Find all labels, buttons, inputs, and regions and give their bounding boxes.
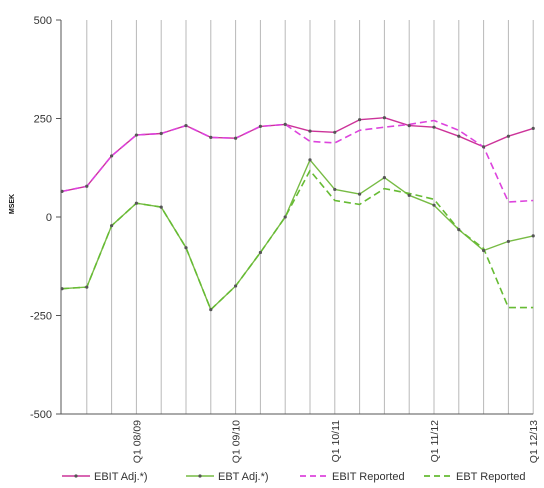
- series-1-point: [432, 125, 436, 129]
- series-2-point: [258, 250, 262, 255]
- series-1-point: [258, 124, 262, 128]
- series-2-point: [283, 215, 287, 219]
- series-line-3: [61, 119, 534, 203]
- series-2-point: [234, 284, 238, 288]
- series-1-point: [134, 133, 138, 137]
- y-tick-label: 0: [46, 212, 52, 224]
- x-tick-label: Q1 10/11: [330, 420, 342, 463]
- series-2-point: [209, 307, 213, 312]
- series-2-point: [308, 158, 312, 162]
- series-1-point: [382, 116, 386, 120]
- series-2-point: [134, 201, 138, 205]
- series-1-point: [407, 123, 411, 128]
- series-1-point: [184, 123, 188, 128]
- series-1-point: [110, 154, 114, 158]
- x-tick-label: Q1 11/12: [429, 420, 441, 463]
- legend-label-4: EBT Reported: [456, 471, 526, 483]
- series-1-point: [159, 131, 163, 136]
- series-1-point: [506, 134, 510, 138]
- series-1-point: [457, 134, 461, 138]
- legend-marker-1: [74, 474, 78, 478]
- legend-label-1: EBIT Adj.*): [94, 471, 148, 483]
- series-2-point: [333, 187, 337, 192]
- series-2-point: [159, 205, 163, 209]
- series-1-point: [60, 189, 64, 193]
- series-2-point: [382, 176, 386, 180]
- series-2-point: [110, 224, 114, 228]
- series-1-point: [234, 136, 238, 140]
- y-tick-label: -500: [30, 409, 52, 421]
- y-tick-labels: 500 250 0 -250 -500: [30, 15, 52, 421]
- series-2-point: [85, 285, 89, 289]
- legend-label-2: EBT Adj.*): [218, 471, 269, 483]
- series-2-point: [482, 248, 486, 253]
- series-1-point: [358, 118, 362, 122]
- series-2-point: [531, 234, 535, 238]
- y-tick-label: 500: [34, 15, 52, 27]
- x-tick-labels: Q1 08/09 Q1 09/10 Q1 10/11 Q1 11/12 Q1 12/13: [131, 420, 540, 463]
- series-2-point: [60, 287, 64, 291]
- axes: [56, 19, 534, 415]
- series-1-point: [531, 126, 535, 130]
- series-2-point: [506, 239, 510, 244]
- series-1-point: [482, 145, 486, 149]
- series-1-point: [283, 122, 287, 127]
- x-tick-label: Q1 09/10: [231, 420, 243, 463]
- y-tick-label: -250: [30, 311, 52, 323]
- series-markers: [60, 116, 535, 312]
- x-tick-label: Q1 08/09: [131, 420, 143, 463]
- legend: EBIT Adj.*) EBT Adj.*) EBIT Reported EBT Re…: [62, 471, 526, 483]
- series-line-4: [61, 169, 534, 311]
- series-line-2: [61, 159, 534, 311]
- series-2-point: [184, 246, 188, 250]
- series-line-1: [61, 116, 534, 193]
- series-1-point: [85, 184, 89, 188]
- series-2-point: [407, 193, 411, 197]
- y-tick-label: 250: [34, 114, 52, 126]
- series-1-point: [209, 135, 213, 140]
- legend-label-3: EBIT Reported: [332, 471, 405, 483]
- legend-marker-2: [198, 474, 202, 478]
- series-2-point: [358, 192, 362, 196]
- series-1-point: [333, 130, 337, 134]
- x-tick-label: Q1 12/13: [528, 420, 540, 463]
- y-axis-title: MSEK: [9, 194, 16, 214]
- series-1-point: [308, 129, 312, 133]
- vertical-gridlines: [86, 20, 534, 414]
- series-lines: [61, 116, 534, 311]
- series-2-point: [432, 203, 436, 207]
- series-2-point: [457, 228, 461, 232]
